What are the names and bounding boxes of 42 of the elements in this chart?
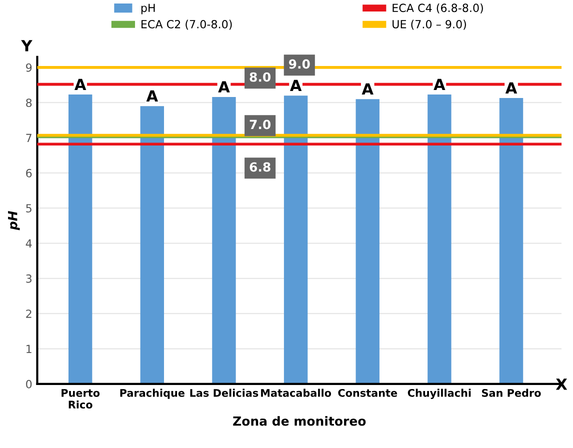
x-tick-label: Puerto Rico xyxy=(62,389,100,409)
bar xyxy=(356,99,380,384)
y-tick-label: 8 xyxy=(26,98,32,107)
legend-label: ECA C2 (7.0-8.0) xyxy=(142,20,232,30)
y-tick-label: 9 xyxy=(26,63,32,72)
x-tick-label: Las Delicias xyxy=(190,388,258,397)
bar xyxy=(212,96,236,384)
x-axis-title: Zona de monitoreo xyxy=(233,416,366,426)
x-tick-label: Parachique xyxy=(120,388,184,399)
bar xyxy=(140,106,164,384)
bar xyxy=(68,94,92,384)
data-label: A xyxy=(74,78,86,90)
data-label: A xyxy=(146,90,158,102)
y-tick-label: 5 xyxy=(26,204,32,212)
data-label: A xyxy=(505,82,518,94)
y-tick-label: 1 xyxy=(26,344,32,353)
legend-label: pH xyxy=(141,4,155,14)
data-label: A xyxy=(290,80,302,92)
x-tick-label: Constante xyxy=(338,388,398,397)
x-tick-label: Chuyillachi xyxy=(408,388,471,399)
y-tick-label: 3 xyxy=(26,274,32,283)
y-tick-label: 7 xyxy=(26,134,32,142)
y-tick-label: 4 xyxy=(26,239,32,248)
annotation: 6.8 xyxy=(250,162,270,172)
bar xyxy=(428,94,452,384)
annotation: 8.0 xyxy=(250,72,271,82)
annotation: 7.0 xyxy=(250,120,271,130)
x-tick-label: San Pedro xyxy=(482,388,541,397)
y-axis-title: pH xyxy=(8,210,20,230)
annotation: 9.0 xyxy=(288,59,310,69)
text: Y xyxy=(21,40,32,52)
y-tick-label: 6 xyxy=(26,168,32,178)
data-label: A xyxy=(218,81,230,92)
x-tick-label: Matacaballo xyxy=(261,388,332,397)
y-tick-label: 2 xyxy=(26,310,32,318)
data-label: A xyxy=(434,78,446,90)
y-tick-label: 0 xyxy=(26,380,32,388)
bar xyxy=(284,96,308,384)
legend-label: UE (7.0 – 9.0) xyxy=(392,20,466,30)
data-label: A xyxy=(362,83,374,95)
bar xyxy=(499,98,524,384)
legend-label: ECA C4 (6.8-8.0) xyxy=(392,3,483,14)
